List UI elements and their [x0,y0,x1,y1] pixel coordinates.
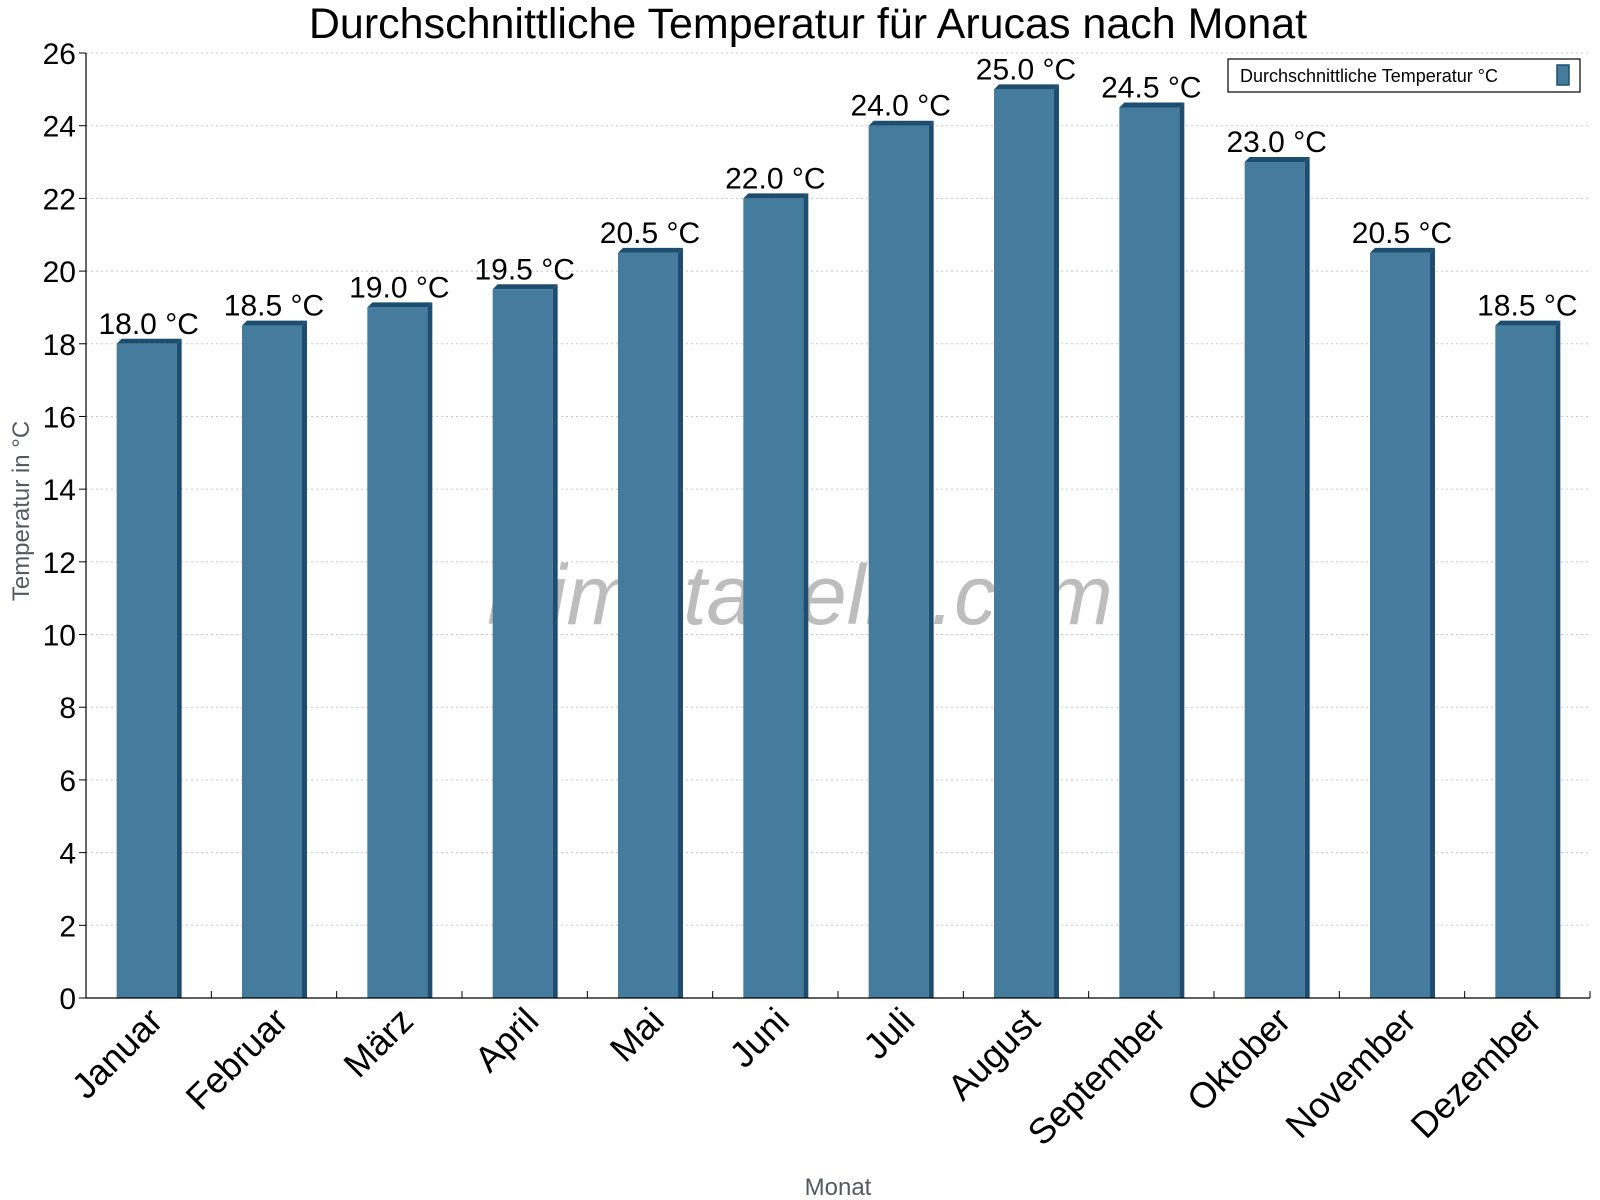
bar-value-label: 18.5 °C [1477,290,1577,323]
bar-value-label: 18.0 °C [98,308,198,341]
legend-box [1227,58,1581,93]
y-tick-label: 4 [59,838,76,871]
bar-value-label: 24.0 °C [850,90,950,123]
legend: Durchschnittliche Temperatur °C [1227,58,1581,93]
x-tick-label: Oktober [1179,1000,1299,1120]
x-tick-label: Mai [602,1000,672,1070]
y-tick-label: 2 [59,910,76,943]
bar-side [803,193,809,998]
bar-side [928,120,934,998]
bar-top [868,120,934,126]
bar-top [1495,320,1561,326]
bar-group: 23.0 °C [1226,126,1327,999]
y-tick-label: 24 [43,111,76,144]
bar-side [1555,320,1561,998]
x-tick-label: August [939,1000,1047,1108]
bar-group: 25.0 °C [976,53,1076,999]
bar-side [1179,102,1185,999]
bar-top [367,302,433,308]
bar-side [1430,247,1435,999]
bar-side [1054,84,1059,999]
bar-side [1304,157,1310,999]
y-tick-label: 6 [59,765,76,798]
bar-top [116,338,182,344]
bar-group: 19.0 °C [349,271,450,998]
x-tick-label: April [466,1000,546,1080]
bar-top [618,247,683,253]
bars: 18.0 °C 18.5 °C 19.0 °C 19.5 °C 20.5 °C 22.0 … [98,53,1578,999]
bar [116,343,177,998]
bar-side [552,284,558,998]
bar-value-label: 24.5 °C [1101,72,1201,105]
y-tick-label: 26 [43,38,76,71]
bar [994,89,1054,999]
grid-lines [86,52,1590,926]
x-axis-label: Monat [805,1174,872,1200]
y-tick-label: 12 [43,547,76,580]
bar-side [427,302,433,998]
bar [492,289,553,998]
y-tick-label: 16 [43,401,76,434]
bar [242,325,302,998]
axes [85,53,1590,999]
x-tick-label: Januar [63,1000,170,1107]
bar [743,198,804,998]
bar-group: 18.0 °C [98,308,199,998]
bar-value-label: 23.0 °C [1226,126,1326,159]
bar-value-label: 20.5 °C [600,217,700,250]
y-tick-label: 18 [43,329,76,362]
bar-top [994,84,1059,90]
bar [1119,107,1180,999]
bar-top [492,284,558,290]
y-tick-label: 0 [59,983,76,1016]
bar-value-label: 19.5 °C [474,253,574,286]
bar-top [1370,247,1435,253]
bar-group: 19.5 °C [474,253,575,998]
bar-value-label: 18.5 °C [224,290,324,323]
bar-top [242,320,307,326]
bar [868,125,929,998]
bar [1495,325,1556,998]
bar-top [1119,102,1185,108]
bar-group: 18.5 °C [224,290,324,998]
bar-group: 24.0 °C [850,90,951,998]
bar-group: 20.5 °C [1352,217,1452,999]
y-axis-label: Temperatur in °C [8,421,35,601]
chart-title: Durchschnittliche Temperatur für Arucas … [309,0,1307,48]
bar-group: 22.0 °C [725,162,826,998]
bar [367,307,428,998]
bar [618,252,678,999]
bar-side [678,247,683,999]
x-tick-label: September [1019,1000,1173,1154]
bar-side [176,338,182,998]
y-tick-label: 20 [43,256,76,289]
y-tick-label: 22 [43,183,76,216]
bar-value-label: 25.0 °C [976,53,1076,86]
legend-label: Durchschnittliche Temperatur °C [1240,66,1498,86]
x-tick-label: Dezember [1403,1000,1549,1146]
bar-group: 20.5 °C [600,217,700,999]
bar-value-label: 20.5 °C [1352,217,1452,250]
x-ticks: Januar Februar März April Mai Juni Juli AugustS… [63,991,1591,1154]
bar [1370,252,1430,999]
legend-swatch [1556,64,1570,86]
bar-group: 24.5 °C [1101,72,1202,999]
bar [1244,162,1305,999]
x-tick-label: Februar [178,1000,296,1118]
bar-value-label: 22.0 °C [725,162,825,195]
bar-value-label: 19.0 °C [349,271,449,304]
y-tick-label: 14 [43,474,76,507]
x-tick-label: Juli [855,1000,922,1067]
y-tick-label: 8 [59,692,76,725]
x-tick-label: November [1277,1000,1423,1146]
bar-top [1244,157,1310,163]
x-tick-label: Juni [721,1000,797,1076]
bar-group: 18.5 °C [1477,290,1578,998]
bar-side [302,320,307,998]
bar-top [743,193,809,199]
y-tick-label: 10 [43,620,76,653]
x-tick-label: März [335,1000,421,1086]
